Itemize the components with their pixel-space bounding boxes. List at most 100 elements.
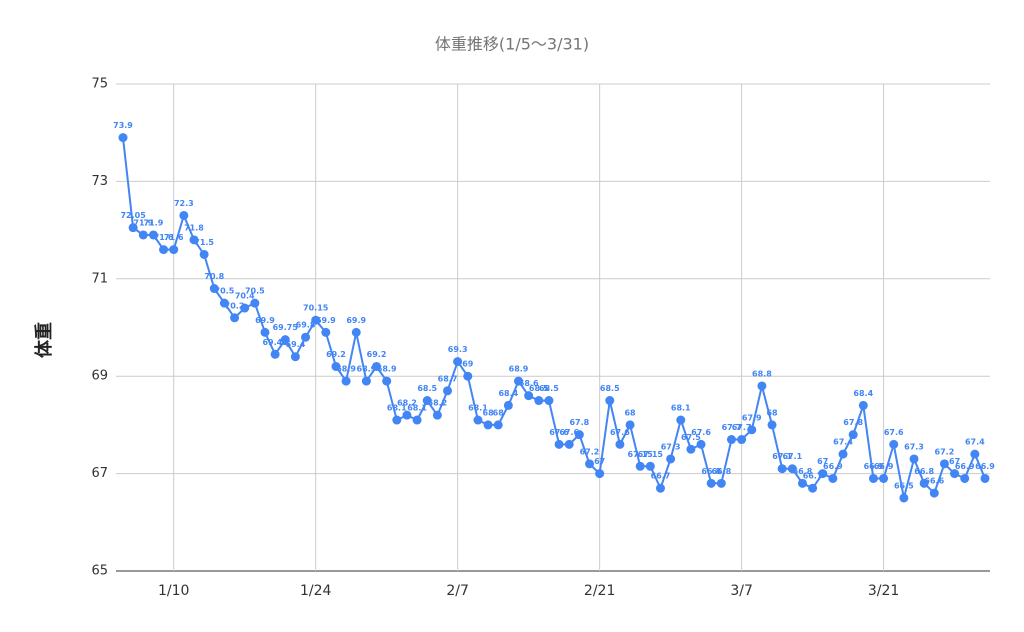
data-point	[280, 335, 290, 345]
data-point	[270, 349, 280, 359]
data-label: 68.1	[468, 404, 488, 413]
data-label: 67.6	[559, 428, 579, 437]
data-point	[534, 396, 544, 406]
data-label: 67.4	[833, 438, 853, 447]
data-label: 69.9	[346, 316, 366, 325]
data-label: 71.9	[144, 218, 164, 227]
data-label: 67.7	[732, 423, 752, 432]
data-label: 68.5	[600, 384, 620, 393]
data-point	[361, 376, 371, 386]
data-label: 72.3	[174, 199, 194, 208]
data-point	[514, 376, 524, 386]
data-label: 68.1	[407, 404, 427, 413]
data-point	[858, 400, 868, 410]
data-point	[240, 303, 250, 313]
data-label: 67	[817, 457, 828, 466]
data-label: 68.1	[671, 404, 691, 413]
data-point	[392, 415, 402, 425]
data-label: 67.6	[691, 428, 711, 437]
data-point	[554, 439, 564, 449]
y-tick-label: 65	[91, 564, 108, 579]
data-label: 68.9	[357, 365, 377, 374]
data-point	[747, 425, 757, 435]
x-tick-label: 2/21	[584, 583, 615, 599]
data-label: 68	[766, 408, 778, 417]
data-label: 69.3	[448, 345, 468, 354]
data-point	[382, 376, 392, 386]
y-axis-title: 体重	[33, 322, 55, 358]
data-point	[889, 439, 899, 449]
y-tick-label: 73	[91, 174, 108, 189]
data-label: 70.5	[215, 287, 235, 296]
data-label: 70.4	[235, 292, 255, 301]
x-tick-label: 3/21	[868, 583, 899, 599]
data-point	[250, 298, 260, 308]
data-label: 68.5	[539, 384, 559, 393]
data-point	[625, 420, 635, 430]
data-point	[696, 439, 706, 449]
data-label: 66.8	[701, 467, 721, 476]
data-point	[493, 420, 503, 430]
data-point	[716, 478, 726, 488]
data-label: 66.9	[975, 462, 995, 471]
data-point	[564, 439, 574, 449]
data-point	[980, 473, 990, 483]
data-label: 68.5	[417, 384, 437, 393]
data-label: 66.7	[651, 472, 671, 481]
data-point	[818, 469, 828, 479]
data-point	[199, 249, 209, 259]
data-label: 68	[493, 408, 505, 417]
data-point	[311, 315, 321, 325]
data-point	[919, 478, 929, 488]
data-label: 66.9	[874, 462, 894, 471]
data-point	[209, 284, 219, 294]
data-label: 68.4	[853, 389, 873, 398]
data-label: 67.5	[681, 433, 701, 442]
data-point	[260, 327, 270, 337]
data-label: 68.9	[509, 365, 529, 374]
data-point	[503, 400, 513, 410]
data-label: 66.8	[914, 467, 934, 476]
data-label: 68.9	[377, 365, 397, 374]
data-point	[331, 361, 341, 371]
data-label: 69	[462, 360, 474, 369]
data-point	[179, 210, 189, 220]
data-label: 68.7	[438, 374, 458, 383]
data-label: 67.8	[569, 418, 589, 427]
data-label: 69.4	[286, 340, 306, 349]
data-point	[372, 361, 382, 371]
data-point	[767, 420, 777, 430]
data-point	[584, 459, 594, 469]
data-label: 67.15	[628, 450, 654, 459]
data-point	[138, 230, 148, 240]
data-label: 67.6	[610, 428, 630, 437]
data-label: 69.45	[262, 338, 288, 347]
data-label: 73.9	[113, 121, 133, 130]
data-point	[473, 415, 483, 425]
data-point	[655, 483, 665, 493]
data-point	[169, 245, 179, 255]
data-label: 68.6	[519, 379, 539, 388]
data-point	[544, 396, 554, 406]
data-point	[341, 376, 351, 386]
data-label: 67.6	[884, 428, 904, 437]
data-point	[777, 464, 787, 474]
data-point	[422, 396, 432, 406]
data-label: 69.9	[316, 316, 336, 325]
data-point	[118, 133, 128, 143]
data-point	[808, 483, 818, 493]
data-point	[321, 327, 331, 337]
data-point	[726, 435, 736, 445]
data-label: 67.1	[782, 452, 802, 461]
data-point	[950, 469, 960, 479]
data-label: 67	[949, 457, 960, 466]
x-tick-label: 1/24	[300, 583, 332, 599]
data-label: 67.4	[965, 438, 985, 447]
data-point	[909, 454, 919, 464]
data-point	[757, 381, 767, 391]
data-point	[230, 313, 240, 323]
data-point	[676, 415, 686, 425]
data-point	[605, 396, 615, 406]
data-label: 68.5	[529, 384, 549, 393]
data-point	[290, 352, 300, 362]
